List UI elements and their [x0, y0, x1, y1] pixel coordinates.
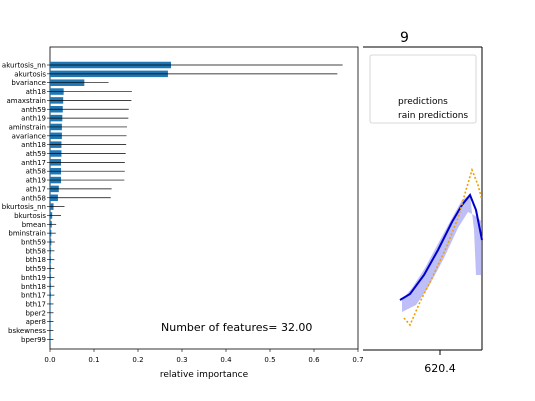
y-tick-label-bth17: bth17: [25, 300, 46, 308]
x-tick-label: 0.2: [132, 356, 143, 364]
background-chart-title: 9: [400, 30, 409, 46]
y-tick-label-bmean: bmean: [22, 221, 46, 229]
y-tick-label-bkurtosis_nn: bkurtosis_nn: [2, 203, 46, 211]
y-tick-label-avariance: avariance: [12, 132, 46, 140]
y-tick-label-aminstrain: aminstrain: [9, 123, 46, 131]
x-tick-label: 0.7: [352, 356, 363, 364]
y-tick-label-aper8: aper8: [26, 318, 46, 326]
y-tick-label-bvariance: bvariance: [11, 79, 46, 87]
y-tick-label-bth18: bth18: [25, 256, 46, 264]
y-tick-labels-group: akurtosis_nnakurtosisbvarianceath18amaxs…: [2, 62, 50, 344]
importance-chart: akurtosis_nnakurtosisbvarianceath18amaxs…: [2, 46, 364, 380]
background-x-tick-label: 620.4: [424, 362, 456, 375]
x-tick-label: 0.0: [44, 356, 55, 364]
y-tick-label-bminstrain: bminstrain: [8, 230, 46, 238]
background-target-line: [403, 167, 483, 327]
y-tick-label-bnth17: bnth17: [21, 292, 46, 300]
y-tick-label-bnth59: bnth59: [21, 239, 46, 247]
background-legend-entry-1: predictions: [398, 97, 448, 107]
error-bars-group: [50, 64, 343, 340]
y-tick-label-anth19: anth19: [21, 115, 46, 123]
y-tick-label-anth18: anth18: [21, 141, 46, 149]
x-tick-label: 0.3: [176, 356, 187, 364]
background-chart: 9 620.4 predictions rain predictions: [363, 30, 483, 375]
x-ticks-group: 0.0 0.1 0.2 0.3 0.4 0.5 0.6 0.7: [44, 349, 364, 364]
y-tick-label-akurtosis: akurtosis: [14, 70, 46, 78]
y-tick-label-bskewness: bskewness: [8, 327, 46, 335]
y-tick-label-bper2: bper2: [25, 309, 46, 317]
y-tick-label-bper99: bper99: [21, 336, 46, 344]
y-tick-label-ath18: ath18: [26, 88, 46, 96]
y-tick-label-anth17: anth17: [21, 159, 46, 167]
background-legend-box: [369, 54, 477, 124]
x-tick-label: 0.4: [220, 356, 232, 364]
y-tick-label-bnth19: bnth19: [21, 274, 46, 282]
x-tick-label: 0.1: [88, 356, 99, 364]
y-tick-label-ath58: ath58: [26, 168, 46, 176]
y-tick-label-ath59: ath59: [26, 150, 46, 158]
y-tick-label-bth59: bth59: [25, 265, 46, 273]
y-tick-label-amaxstrain: amaxstrain: [7, 97, 46, 105]
background-confidence-band: [402, 195, 482, 312]
background-prediction-line: [399, 193, 483, 301]
y-tick-label-bkurtosis: bkurtosis: [14, 212, 46, 220]
background-legend-entry-2: rain predictions: [398, 111, 468, 121]
y-tick-label-bth58: bth58: [25, 247, 46, 255]
feature-count-annotation: Number of features= 32.00: [161, 321, 312, 334]
x-tick-label: 0.6: [308, 356, 320, 364]
y-tick-label-anth58: anth58: [21, 194, 46, 202]
x-tick-label: 0.5: [264, 356, 275, 364]
y-tick-label-bnth18: bnth18: [21, 283, 46, 291]
y-tick-label-ath17: ath17: [26, 185, 46, 193]
x-axis-label: relative importance: [160, 370, 249, 380]
y-tick-label-ath19: ath19: [26, 177, 46, 185]
y-tick-label-akurtosis_nn: akurtosis_nn: [2, 62, 46, 70]
y-tick-label-anth59: anth59: [21, 106, 46, 114]
